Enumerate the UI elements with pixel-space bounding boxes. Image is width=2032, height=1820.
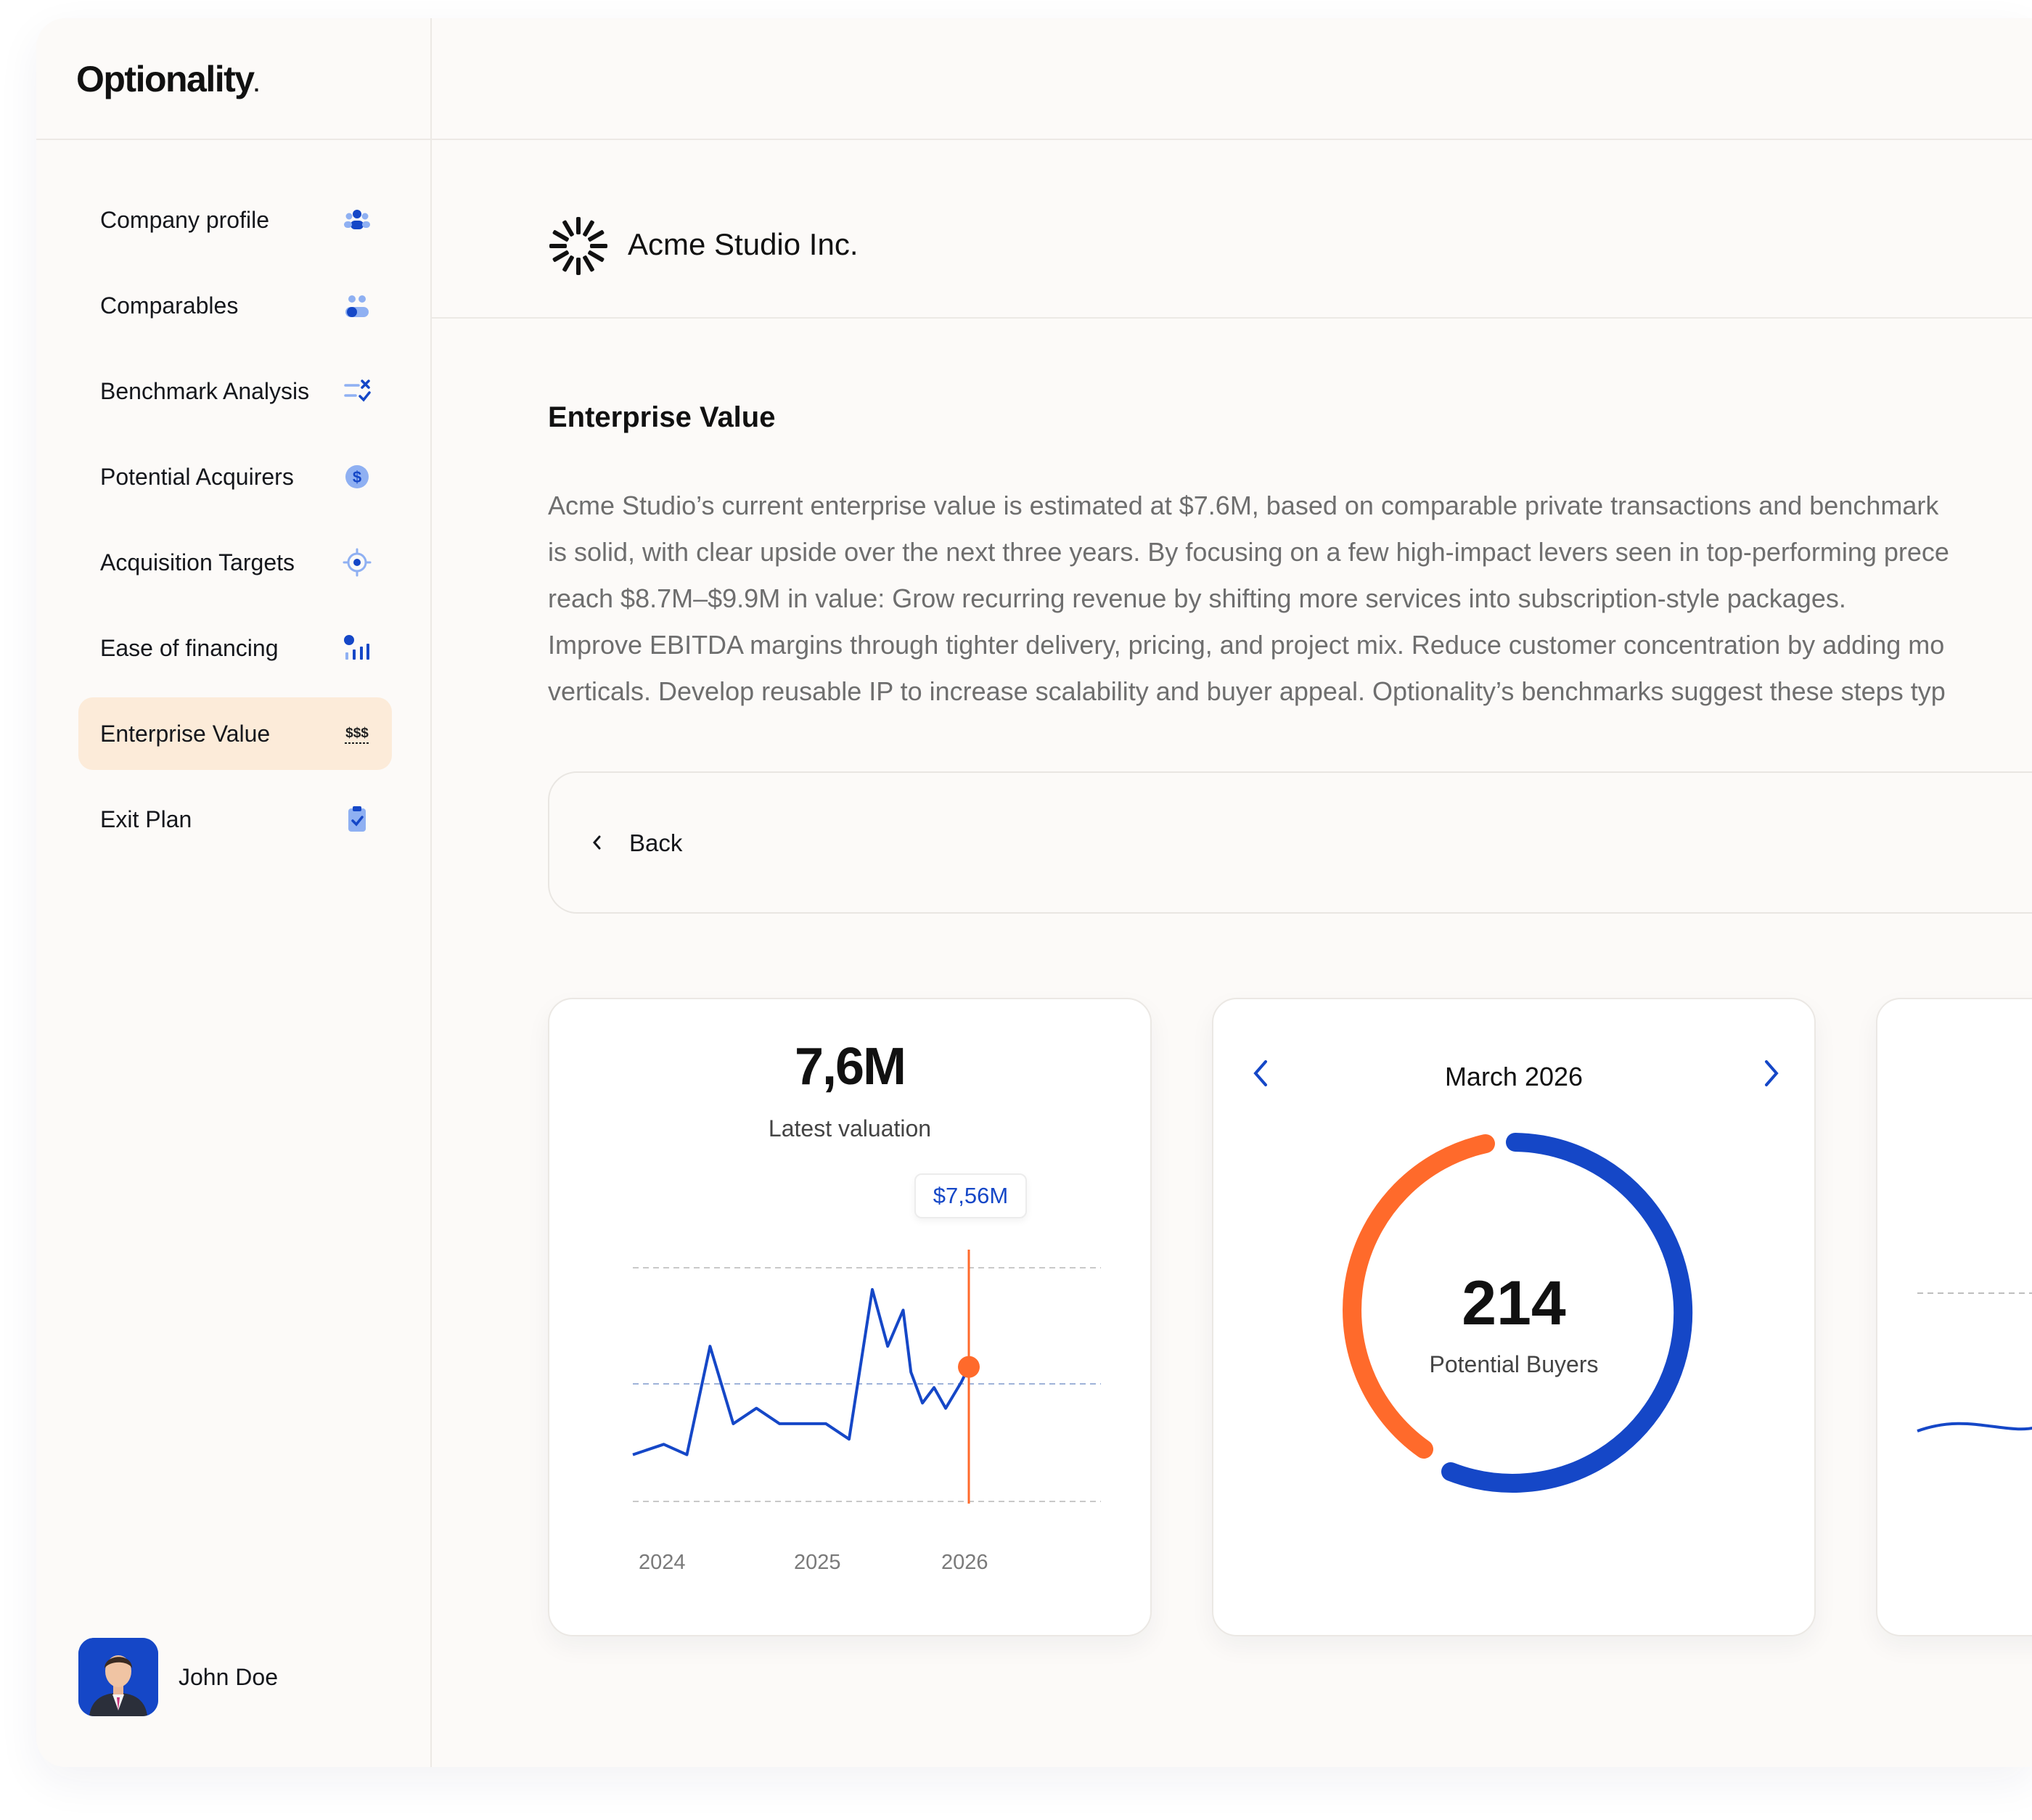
sidebar: Optionality. Company profile Comparables… [36, 18, 432, 1767]
sidebar-item-acquisition-targets[interactable]: Acquisition Targets [78, 526, 392, 599]
section-description: Acme Studio’s current enterprise value i… [548, 491, 1949, 706]
burst-ray [552, 230, 569, 242]
burst-ray [562, 220, 574, 237]
page-title: Enterprise Value [548, 401, 776, 433]
sidebar-item-label: Acquisition Targets [100, 549, 295, 575]
burst-ray [549, 244, 567, 248]
burst-ray [583, 255, 594, 272]
sidebar-item-label: Comparables [100, 292, 239, 319]
company-name: Acme Studio Inc. [628, 227, 859, 261]
highlight-point [958, 1356, 980, 1378]
svg-text:$: $ [353, 468, 361, 486]
top-bar [432, 18, 2032, 140]
third-card: Yo [1876, 998, 2032, 1636]
target-icon [343, 548, 372, 577]
chart-tooltip: $7,56M [914, 1173, 1027, 1218]
sidebar-item-company-profile[interactable]: Company profile [78, 184, 392, 256]
burst-ray [576, 217, 581, 234]
company-burst-logo-icon [549, 217, 607, 275]
x-tick-label: 2024 [639, 1551, 686, 1574]
x-tick-label: 2026 [941, 1551, 988, 1574]
burst-ray [576, 258, 581, 275]
sidebar-item-comparables[interactable]: Comparables [78, 269, 392, 342]
finance-bars-icon [344, 635, 369, 660]
burst-ray [590, 244, 607, 248]
sidebar-item-exit-plan[interactable]: Exit Plan [78, 783, 392, 856]
compare-arrows-icon [344, 380, 371, 402]
app-window: Optionality. Company profile Comparables… [36, 18, 2032, 1767]
brand-logo[interactable]: Optionality. [76, 59, 259, 99]
burst-ray [562, 255, 574, 272]
potential-buyers-value: 214 [1462, 1268, 1566, 1338]
people-group-icon [344, 210, 370, 229]
chevron-left-icon[interactable] [1248, 1056, 1271, 1091]
potential-buyers-label: Potential Buyers [1429, 1351, 1599, 1377]
back-bar: Back [548, 771, 2032, 914]
avatar-portrait-icon [78, 1638, 158, 1716]
sidebar-item-label: Ease of financing [100, 634, 279, 661]
burst-ray [588, 230, 605, 242]
sidebar-item-label: Potential Acquirers [100, 463, 294, 490]
month-title: March 2026 [1444, 1062, 1584, 1091]
sidebar-nav: Company profile Comparables Benchmark An… [78, 184, 392, 869]
user-profile[interactable]: John Doe [78, 1638, 278, 1716]
valuation-card: 7,6M Latest valuation $7,56M 2024 2025 2… [548, 998, 1152, 1636]
buyers-card: March 2026 214 Potential Buyers [1212, 998, 1816, 1636]
back-button[interactable]: Back [629, 829, 683, 856]
sidebar-item-label: Company profile [100, 206, 269, 233]
burst-ray [583, 220, 594, 237]
sidebar-item-label: Exit Plan [100, 806, 192, 832]
series-line [632, 1288, 970, 1456]
donut-slice-blue [1441, 1133, 1693, 1493]
user-name: John Doe [179, 1663, 278, 1690]
donut-slice-orange [1343, 1134, 1495, 1459]
company-header: Acme Studio Inc. [432, 140, 2032, 319]
sidebar-item-ease-of-financing[interactable]: Ease of financing [78, 612, 392, 684]
clipboard-check-icon [348, 806, 366, 832]
x-tick-label: 2025 [794, 1551, 841, 1574]
burst-ray [552, 250, 569, 262]
sidebar-item-label: Enterprise Value [100, 720, 271, 747]
dollar-coin-icon: $ [345, 465, 369, 488]
users-toggle-icon [345, 295, 369, 317]
burst-ray [588, 250, 605, 262]
sidebar-item-benchmark-analysis[interactable]: Benchmark Analysis [78, 355, 392, 427]
mini-line-chart [1917, 1292, 2032, 1432]
sidebar-item-potential-acquirers[interactable]: Potential Acquirers $ [78, 440, 392, 513]
sidebar-item-enterprise-value[interactable]: Enterprise Value $$$ [78, 697, 392, 770]
latest-valuation-label: Latest valuation [768, 1115, 932, 1141]
chevron-left-icon[interactable] [589, 832, 604, 853]
avatar[interactable] [78, 1638, 158, 1716]
buyers-donut-chart [1343, 1133, 1693, 1493]
sidebar-item-label: Benchmark Analysis [100, 377, 310, 404]
dollar-signs-icon: $$$ [345, 726, 369, 744]
latest-valuation-value: 7,6M [794, 1038, 906, 1096]
svg-text:$$$: $$$ [345, 726, 369, 741]
logo-area: Optionality. [36, 18, 430, 140]
valuation-line-chart [632, 1250, 1101, 1504]
chevron-right-icon[interactable] [1761, 1056, 1784, 1091]
